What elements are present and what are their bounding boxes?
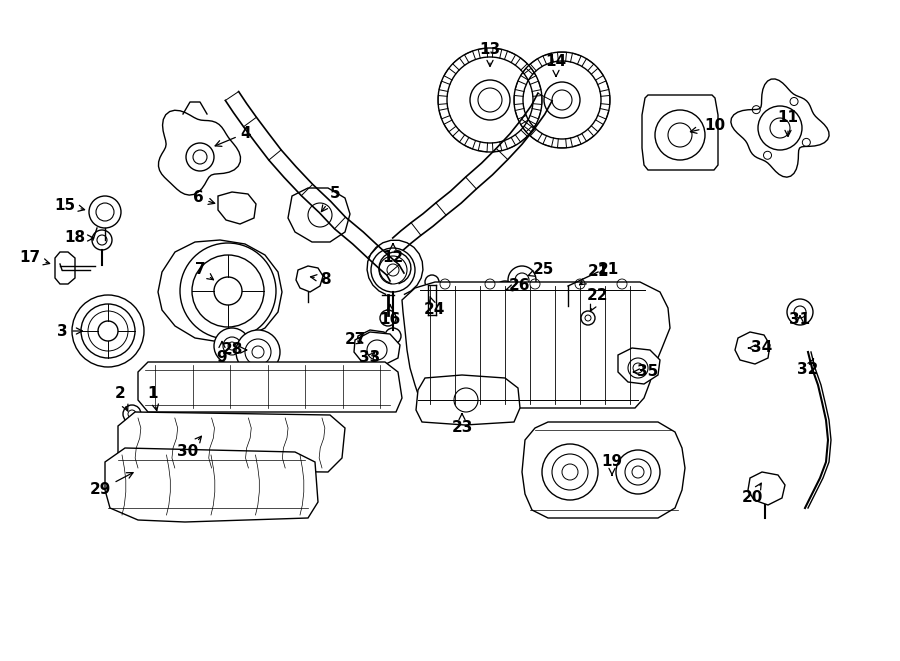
Polygon shape [402,282,670,408]
Polygon shape [416,375,520,425]
Text: 13: 13 [480,42,500,67]
Text: 27: 27 [345,332,365,348]
Text: 19: 19 [601,455,623,475]
Circle shape [616,450,660,494]
Text: 10: 10 [690,118,725,134]
Text: 3: 3 [57,323,83,338]
Text: 20: 20 [742,483,762,506]
Text: 32: 32 [797,359,819,377]
Text: 34: 34 [749,340,772,356]
Circle shape [425,275,439,289]
Polygon shape [642,95,718,170]
Circle shape [123,405,141,423]
Circle shape [308,203,332,227]
Text: 1: 1 [148,387,158,410]
Text: 21: 21 [580,264,608,285]
Circle shape [758,106,802,150]
Text: 28: 28 [221,342,247,358]
Text: 7: 7 [194,262,213,280]
Polygon shape [218,192,256,224]
Text: 31: 31 [789,313,811,327]
Text: 22: 22 [587,288,608,311]
Text: 18: 18 [65,231,94,245]
Polygon shape [138,362,402,412]
Text: 17: 17 [20,251,50,266]
Polygon shape [296,266,323,292]
Circle shape [186,143,214,171]
Text: 21: 21 [598,262,619,278]
Text: 11: 11 [778,110,798,136]
Circle shape [92,230,112,250]
Circle shape [508,266,536,294]
Polygon shape [105,448,318,522]
Circle shape [581,311,595,325]
Text: 30: 30 [177,436,202,459]
Circle shape [89,196,121,228]
Text: 33: 33 [359,350,381,366]
Polygon shape [158,240,282,342]
Polygon shape [118,412,345,472]
Text: 8: 8 [310,272,330,286]
Text: 5: 5 [321,186,340,212]
Circle shape [380,310,396,326]
Text: 29: 29 [89,473,133,498]
Polygon shape [356,330,390,360]
Text: 6: 6 [193,190,215,206]
Text: 35: 35 [634,364,659,379]
Circle shape [149,405,167,423]
Text: 12: 12 [382,243,403,266]
Polygon shape [354,332,400,366]
Circle shape [385,328,401,344]
Circle shape [542,444,598,500]
Text: 15: 15 [54,198,85,212]
Text: 2: 2 [114,387,128,411]
Text: 14: 14 [545,54,567,77]
Polygon shape [731,79,829,177]
Polygon shape [522,422,685,518]
Text: 25: 25 [528,262,554,278]
Text: 4: 4 [215,126,251,146]
Polygon shape [618,348,660,384]
Polygon shape [735,332,770,364]
Text: 23: 23 [451,414,472,436]
Polygon shape [55,252,75,284]
Polygon shape [288,188,350,242]
Circle shape [655,110,705,160]
Text: 24: 24 [423,297,445,317]
Circle shape [236,330,280,374]
Polygon shape [158,110,240,195]
Text: 9: 9 [217,341,228,364]
Circle shape [371,248,415,292]
Circle shape [787,299,813,325]
Text: 26: 26 [506,278,530,293]
Circle shape [214,328,250,364]
Polygon shape [748,472,785,505]
Text: 16: 16 [380,305,400,327]
Circle shape [494,281,516,303]
